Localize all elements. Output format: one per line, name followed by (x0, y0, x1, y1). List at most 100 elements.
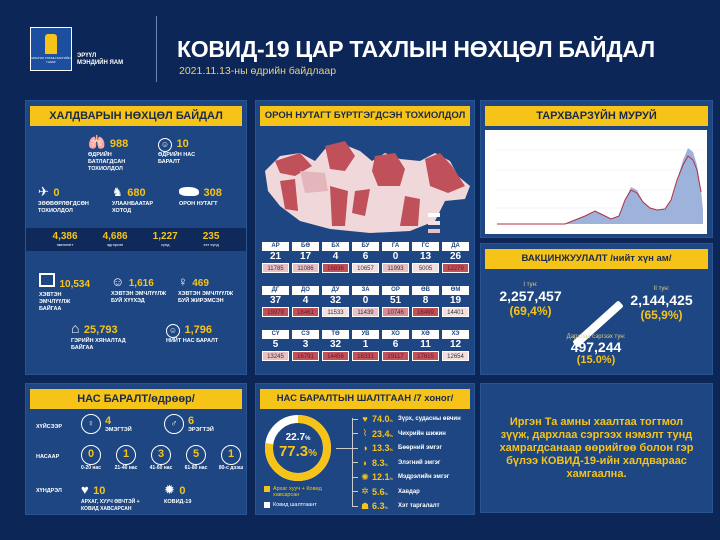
province-code: ДУ (322, 286, 349, 295)
hospitalized-children: ☺ 1,616 ХЭВТЭН ЭМЧЛҮҮЛЖ БУЙ ХҮҮХЭД (111, 274, 167, 304)
province-code: АР (262, 242, 289, 251)
age-count: 1 (116, 445, 136, 465)
lungs-icon: 🫁 (88, 134, 106, 150)
epi-curve-header: ТАРХВАРЗҮЙН МУРУЙ (485, 106, 708, 126)
donut-labels: 22.7% 77.3% (278, 432, 318, 460)
province-total: 11785 (262, 263, 289, 273)
province-code: ТӨ (322, 330, 349, 339)
province-cell: СҮ 5 13245 (262, 330, 289, 361)
dose2: II тун: 2,144,425 (65,9%) (630, 286, 693, 322)
soyombo-icon (45, 34, 57, 54)
epi-curve-chart (485, 130, 707, 234)
province-code: ОР (382, 286, 409, 295)
province-cell: ТӨ 32 14456 (322, 330, 349, 361)
province-cell: ДА 26 12279 (442, 242, 469, 273)
province-cases: 8 (422, 295, 429, 306)
province-code: ГС (412, 242, 439, 251)
province-code: ГА (382, 242, 409, 251)
province-cell: ГС 13 5005 (412, 242, 439, 273)
female-deaths: ♀ 4 ЭМЭГТЭЙ (81, 414, 132, 434)
province-cases: 5 (272, 339, 279, 350)
glucose-icon: ⌇ (362, 428, 368, 439)
province-cell: ГА 0 11993 (382, 242, 409, 273)
causes-donut (265, 415, 331, 481)
province-cases: 51 (389, 295, 402, 306)
map-legend (428, 221, 440, 225)
province-code: ХӨ (412, 330, 439, 339)
province-cases: 308 ОРОН НУТАГТ (179, 187, 222, 207)
province-cases: 37 (269, 295, 282, 306)
province-total: 18461 (292, 307, 319, 317)
infection-header: ХАЛДВАРЫН НӨХЦӨЛ БАЙДАЛ (30, 106, 242, 126)
cause-item: ☗ 6.3% Хэт таргалалт (352, 499, 472, 514)
map-region (330, 186, 348, 226)
total-deaths: ☺ 1,796 НИЙТ НАС БАРАЛТ (166, 324, 219, 344)
province-code: УВ (352, 330, 379, 339)
virus-icon: ✹ (164, 482, 175, 497)
map-region (425, 153, 465, 193)
hospitalized-pregnant: ♀ 469 ХЭВТЭН ЭМЧЛҮҮЛЖ БУЙ ЖИРЭМСЭН (178, 274, 234, 304)
province-total: 17615 (412, 351, 439, 361)
patient-icon: ☺ (166, 324, 180, 338)
daily-cases-area (497, 148, 703, 224)
province-cases: 19 (449, 295, 462, 306)
hospital-icon (39, 273, 55, 287)
moving-average-line (497, 155, 702, 225)
province-total: 10746 (382, 307, 409, 317)
province-cell: СЭ 3 16791 (292, 330, 319, 361)
vaccination-header: ВАКЦИНЖУУЛАЛТ /нийт хүн ам/ (485, 249, 708, 269)
province-code: ДГ (262, 286, 289, 295)
kidney-icon: ◑ (362, 443, 368, 454)
province-cell: БӨ 17 11086 (292, 242, 319, 273)
province-cell: ЗА 0 11439 (352, 286, 379, 317)
age-count: 0 (81, 445, 101, 465)
regional-panel: ОРОН НУТАГТ БҮРТГЭГДСЭН ТОХИОЛДОЛ АР 21 11… (255, 100, 475, 375)
province-code: БУ (352, 242, 379, 251)
causes-header: НАС БАРАЛТЫН ШАЛТГААН /7 хоног/ (260, 389, 470, 409)
province-cases: 6 (392, 339, 399, 350)
province-total: 16791 (292, 351, 319, 361)
map-legend (428, 213, 440, 217)
imported-cases: ✈ 0 ЗӨӨВӨРЛӨГДСӨН ТОХИОЛДОЛ (38, 184, 89, 214)
age-count: 5 (186, 445, 206, 465)
chronic-deaths: ♥ 10 АРХАГ, ХУУЧ ӨВЧТЭЙ + КОВИД ХАВСАРСА… (81, 482, 140, 512)
province-cases: 32 (329, 339, 342, 350)
province-cases: 4 (332, 251, 339, 262)
mongolia-map-icon (179, 187, 199, 196)
deaths-panel: НАС БАРАЛТ/өдрөөр/ ХҮЙСЭЭР ♀ 4 ЭМЭГТЭЙ ♂ … (25, 383, 247, 515)
province-cases: 3 (302, 339, 309, 350)
header-divider (156, 16, 157, 82)
infection-panel: ХАЛДВАРЫН НӨХЦӨЛ БАЙДАЛ 🫁 988 ӨДРИЙН БАТ… (25, 100, 247, 375)
province-total: 11086 (292, 263, 319, 273)
province-total: 16836 (322, 263, 349, 273)
province-cell: ДО 4 18461 (292, 286, 319, 317)
age-count: 1 (221, 445, 241, 465)
age-group: 1 80-с дээш (216, 444, 246, 472)
home-care: ⌂ 25,793 ГЭРИЙН ХЯНАЛТАД БАЙГАА (71, 320, 126, 351)
province-cell: ӨМ 19 14401 (442, 286, 469, 317)
causes-panel: НАС БАРАЛТЫН ШАЛТГААН /7 хоног/ 22.7% 77… (255, 383, 475, 515)
male-icon: ♂ (164, 414, 184, 434)
monument-icon: ♞ (112, 185, 123, 199)
province-total: 16499 (412, 307, 439, 317)
province-code: БХ (322, 242, 349, 251)
pregnant-icon: ♀ (178, 274, 188, 289)
map-region (325, 141, 355, 171)
stat-item: 4,386 эмнэлэгт (52, 231, 78, 247)
tumor-icon: ✲ (361, 486, 369, 497)
province-cell: АР 21 11785 (262, 242, 289, 273)
province-total: 13245 (262, 351, 289, 361)
province-code: ХЭ (442, 330, 469, 339)
stat-item: 1,227 хүнд (152, 231, 178, 247)
vaccination-panel: ВАКЦИНЖУУЛАЛТ /нийт хүн ам/ I тун: 2,257… (480, 243, 713, 375)
province-total: 11993 (382, 263, 409, 273)
province-total: 19979 (262, 307, 289, 317)
province-total: 11439 (352, 307, 379, 317)
female-icon: ♀ (81, 414, 101, 434)
map-region (280, 179, 298, 211)
province-cell: ДУ 32 11533 (322, 286, 349, 317)
legend-swatch (264, 502, 270, 508)
prevention-message: Иргэн Та амны хаалтаа тогтмол зүүж, дарх… (499, 415, 694, 480)
province-cell: БУ 6 10657 (352, 242, 379, 273)
legend-swatch (264, 486, 270, 492)
